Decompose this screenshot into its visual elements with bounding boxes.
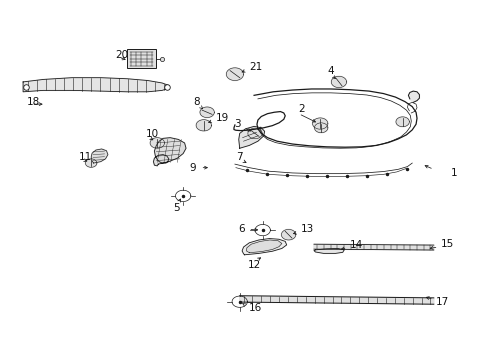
Text: 16: 16 bbox=[248, 303, 261, 313]
Text: 12: 12 bbox=[247, 260, 260, 270]
Text: 11: 11 bbox=[79, 152, 92, 162]
Circle shape bbox=[196, 120, 211, 131]
Circle shape bbox=[85, 159, 97, 167]
Circle shape bbox=[330, 76, 346, 87]
Polygon shape bbox=[246, 240, 281, 253]
Polygon shape bbox=[91, 149, 108, 163]
Text: 5: 5 bbox=[173, 203, 180, 213]
Text: 6: 6 bbox=[237, 224, 244, 234]
Text: 3: 3 bbox=[234, 118, 240, 129]
Text: 4: 4 bbox=[327, 66, 333, 76]
Text: 21: 21 bbox=[249, 62, 262, 72]
Text: 1: 1 bbox=[449, 168, 456, 178]
Circle shape bbox=[200, 107, 214, 118]
FancyBboxPatch shape bbox=[127, 49, 156, 68]
Text: 8: 8 bbox=[193, 98, 200, 107]
Circle shape bbox=[395, 117, 408, 127]
Text: 9: 9 bbox=[188, 163, 195, 173]
Polygon shape bbox=[313, 248, 344, 253]
Text: 15: 15 bbox=[440, 239, 453, 249]
Polygon shape bbox=[239, 296, 433, 304]
Circle shape bbox=[226, 68, 243, 81]
Text: 14: 14 bbox=[349, 240, 363, 250]
Circle shape bbox=[150, 138, 164, 148]
Text: 17: 17 bbox=[435, 297, 448, 307]
Text: 19: 19 bbox=[215, 113, 228, 123]
Text: 7: 7 bbox=[236, 152, 243, 162]
Polygon shape bbox=[238, 126, 264, 148]
Polygon shape bbox=[407, 91, 419, 102]
Circle shape bbox=[281, 229, 295, 240]
Circle shape bbox=[314, 123, 327, 133]
Text: 13: 13 bbox=[301, 224, 314, 234]
Circle shape bbox=[247, 128, 262, 139]
Polygon shape bbox=[242, 239, 286, 255]
Text: 18: 18 bbox=[26, 98, 40, 107]
Polygon shape bbox=[23, 78, 168, 92]
Polygon shape bbox=[313, 244, 433, 250]
Circle shape bbox=[312, 118, 327, 129]
Text: 2: 2 bbox=[298, 104, 305, 114]
Text: 20: 20 bbox=[115, 50, 128, 60]
Text: 10: 10 bbox=[146, 129, 159, 139]
Polygon shape bbox=[153, 138, 185, 166]
